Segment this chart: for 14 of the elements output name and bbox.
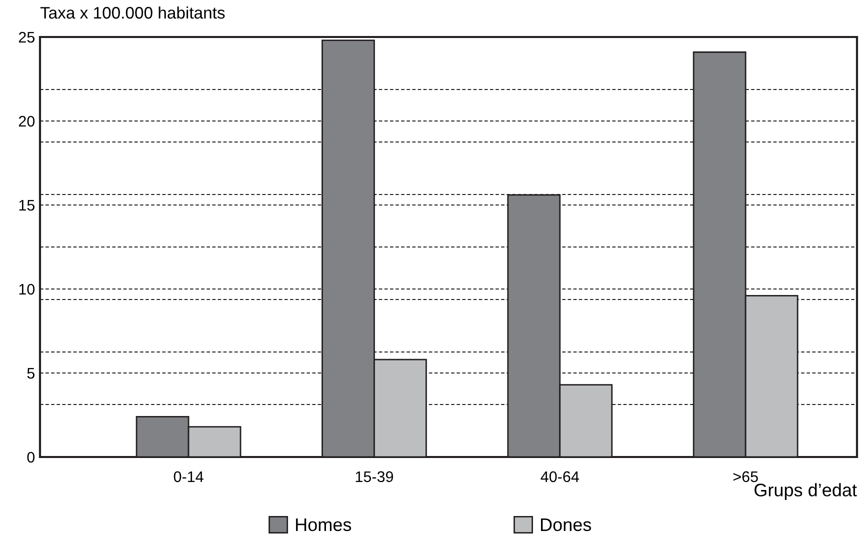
legend-label: Dones: [541, 518, 592, 532]
y-tick-label: 15: [19, 200, 34, 211]
x-tick-label: >65: [733, 471, 758, 482]
y-tick-label: 0: [27, 452, 35, 463]
y-tick-label: 20: [18, 116, 35, 127]
x-axis-title: Grups d’edat: [754, 483, 857, 500]
y-tick-label: 5: [27, 368, 34, 379]
legend-label: Homes: [296, 518, 352, 532]
x-tick-label: 0-14: [174, 471, 204, 482]
y-axis-title: Taxa x 100.000 habitants: [40, 6, 225, 19]
y-tick-label: 10: [19, 284, 35, 295]
x-tick-label: 15-39: [356, 471, 394, 482]
y-tick-label: 25: [18, 32, 34, 43]
x-tick-label: 40-64: [540, 471, 579, 482]
